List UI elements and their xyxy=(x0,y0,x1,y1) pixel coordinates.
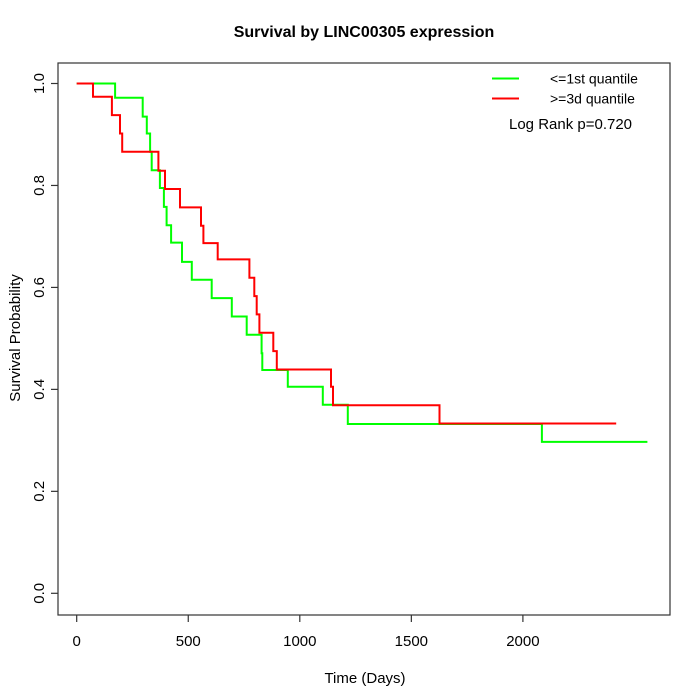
y-axis-title: Survival Probability xyxy=(7,274,24,402)
legend-label-third-quantile: >=3d quantile xyxy=(550,91,635,107)
x-axis-title: Time (Days) xyxy=(324,670,405,687)
y-tick-label: 0.4 xyxy=(31,379,48,400)
y-tick-label: 0.2 xyxy=(31,481,48,502)
km-curve xyxy=(76,82,648,443)
y-tick-label: 0.0 xyxy=(31,583,48,604)
km-curve xyxy=(76,82,617,425)
x-tick-label: 1000 xyxy=(283,633,316,650)
x-tick-label: 0 xyxy=(73,633,81,650)
survival-curves xyxy=(76,82,648,443)
legend-label-first-quantile: <=1st quantile xyxy=(550,71,638,87)
y-tick-label: 1.0 xyxy=(31,73,48,94)
x-tick-label: 1500 xyxy=(395,633,428,650)
log-rank-annotation: Log Rank p=0.720 xyxy=(509,116,632,133)
chart-title: Survival by LINC00305 expression xyxy=(234,24,495,41)
legend: <=1st quantile >=3d quantile Log Rank p=… xyxy=(492,71,638,133)
y-tick-label: 0.6 xyxy=(31,277,48,298)
plot-box xyxy=(57,62,671,616)
x-tick-label: 2000 xyxy=(506,633,539,650)
x-tick-label: 500 xyxy=(176,633,201,650)
y-tick-label: 0.8 xyxy=(31,175,48,196)
axes-layer: 0 500 1000 1500 2000 0.0 0.2 0.4 0.6 0.8 1.0 xyxy=(31,73,540,650)
